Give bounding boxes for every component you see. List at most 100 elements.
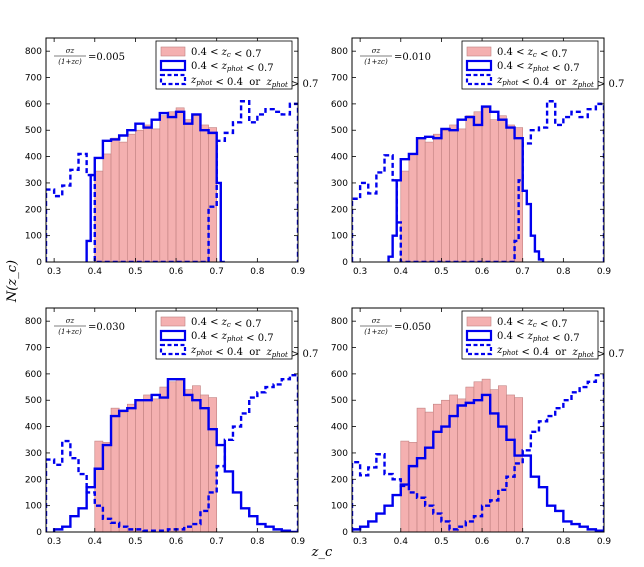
- plot-frame: [351, 307, 605, 533]
- bar-9: [465, 386, 475, 532]
- x-tick-label: 0.3: [353, 537, 367, 547]
- bar-10: [473, 381, 483, 532]
- x-tick-label: 0.3: [47, 537, 61, 547]
- panel-3: 0.3 0.4 0.5 0.6 0.7 0.8 0.9 0 100 200 300 400 500 600…: [25, 307, 318, 547]
- y-tick-label: 100: [25, 502, 42, 512]
- svg-text:σz: σz: [372, 47, 381, 55]
- x-tick-label: 0.6: [475, 267, 490, 277]
- y-tick-label: 400: [25, 153, 42, 163]
- svg-text:(1+zc): (1+zc): [364, 58, 388, 66]
- bar-14: [200, 124, 209, 262]
- y-tick-label: 100: [331, 502, 348, 512]
- plot-area: [352, 100, 604, 262]
- bar-2: [102, 153, 112, 262]
- bar-12: [489, 389, 499, 532]
- bar-13: [498, 115, 507, 262]
- bar-8: [457, 128, 467, 262]
- y-tick-label: 0: [36, 528, 42, 538]
- sigma-value: =0.030: [88, 322, 125, 333]
- sigma-annotation: σz (1+zc) =0.030: [54, 317, 125, 336]
- bar-3: [416, 137, 426, 262]
- bar-6: [441, 399, 450, 532]
- legend-label: 0.4 < zc < 0.7: [497, 47, 567, 60]
- bar-6: [135, 129, 144, 262]
- dashed-series-line: [352, 100, 604, 262]
- bar-2: [408, 153, 418, 262]
- panel-1: 0.3 0.4 0.5 0.6 0.7 0.8 0.9 0 100 200 300 400 500 600…: [25, 37, 318, 277]
- y-tick-label: 600: [331, 100, 348, 110]
- bar-12: [489, 119, 499, 262]
- bar-7: [449, 124, 458, 262]
- plot-area: [46, 374, 298, 532]
- bar-11: [175, 107, 185, 262]
- sigma-annotation: σz (1+zc) =0.050: [360, 317, 431, 336]
- legend-swatch-solid: [159, 59, 187, 72]
- bar-3: [110, 137, 120, 262]
- bar-3: [416, 407, 426, 532]
- x-tick-label: 0.4: [394, 267, 409, 277]
- y-tick-label: 200: [25, 475, 42, 485]
- svg-text:(1+zc): (1+zc): [58, 58, 82, 66]
- y-tick-label: 200: [331, 475, 348, 485]
- bar-15: [208, 397, 218, 532]
- svg-text:σz: σz: [372, 317, 381, 325]
- bar-11: [481, 378, 491, 532]
- bar-15: [208, 127, 218, 262]
- bar-14: [506, 124, 515, 262]
- y-tick-label: 400: [331, 153, 348, 163]
- legend-label: 0.4 < zphot < 0.7: [497, 61, 580, 74]
- y-tick-label: 600: [331, 370, 348, 380]
- x-tick-label: 0.6: [475, 537, 490, 547]
- y-tick-label: 0: [342, 528, 348, 538]
- legend-label: zphot < 0.4 or zphot > 0.7: [190, 75, 318, 90]
- y-tick-label: 600: [25, 370, 42, 380]
- plot-frame: [45, 37, 299, 263]
- bar-13: [192, 385, 201, 532]
- legend-swatch-dashed: [465, 73, 493, 86]
- panel-2: 0.3 0.4 0.5 0.6 0.7 0.8 0.9 0 100 200 300 400 500 600…: [331, 37, 624, 277]
- y-tick-label: 500: [25, 396, 42, 406]
- y-tick-label: 100: [331, 232, 348, 242]
- legend-label: 0.4 < zphot < 0.7: [191, 331, 274, 344]
- x-tick-label: 0.4: [88, 537, 103, 547]
- x-tick-label: 0.9: [291, 537, 306, 547]
- bar-13: [192, 115, 201, 262]
- bar-12: [183, 119, 193, 262]
- x-tick-label: 0.3: [353, 267, 367, 277]
- x-axis-label: z_c: [311, 545, 333, 560]
- y-tick-label: 500: [331, 396, 348, 406]
- legend-label: 0.4 < zc < 0.7: [497, 317, 567, 330]
- sigma-value: =0.005: [88, 52, 125, 63]
- bar-11: [481, 107, 491, 262]
- sigma-value: =0.050: [394, 322, 431, 333]
- y-tick-label: 700: [331, 344, 348, 354]
- bar-3: [110, 407, 120, 532]
- x-tick-label: 0.4: [88, 267, 103, 277]
- bar-7: [143, 394, 152, 532]
- bar-5: [432, 133, 442, 262]
- x-tick-label: 0.5: [434, 537, 448, 547]
- legend-swatch-fill: [160, 316, 186, 327]
- bar-4: [118, 141, 128, 262]
- plot-area: [46, 100, 298, 262]
- legend-label: 0.4 < zc < 0.7: [191, 317, 261, 330]
- y-axis-label: N(z_c): [5, 260, 20, 303]
- legend-swatch-fill: [160, 46, 186, 57]
- y-tick-label: 800: [331, 317, 348, 327]
- dashed-series-line: [46, 100, 298, 262]
- bar-10: [167, 111, 177, 262]
- bar-6: [135, 399, 144, 532]
- x-tick-label: 0.7: [210, 267, 224, 277]
- bar-1: [94, 170, 104, 262]
- x-tick-label: 0.6: [169, 267, 184, 277]
- x-tick-label: 0.5: [434, 267, 448, 277]
- x-tick-label: 0.7: [210, 537, 224, 547]
- sigma-annotation: σz (1+zc) =0.005: [54, 47, 125, 66]
- y-tick-label: 500: [25, 126, 42, 136]
- solid-series-line: [85, 110, 225, 262]
- legend-swatch-fill: [466, 316, 492, 327]
- x-tick-label: 0.3: [47, 267, 61, 277]
